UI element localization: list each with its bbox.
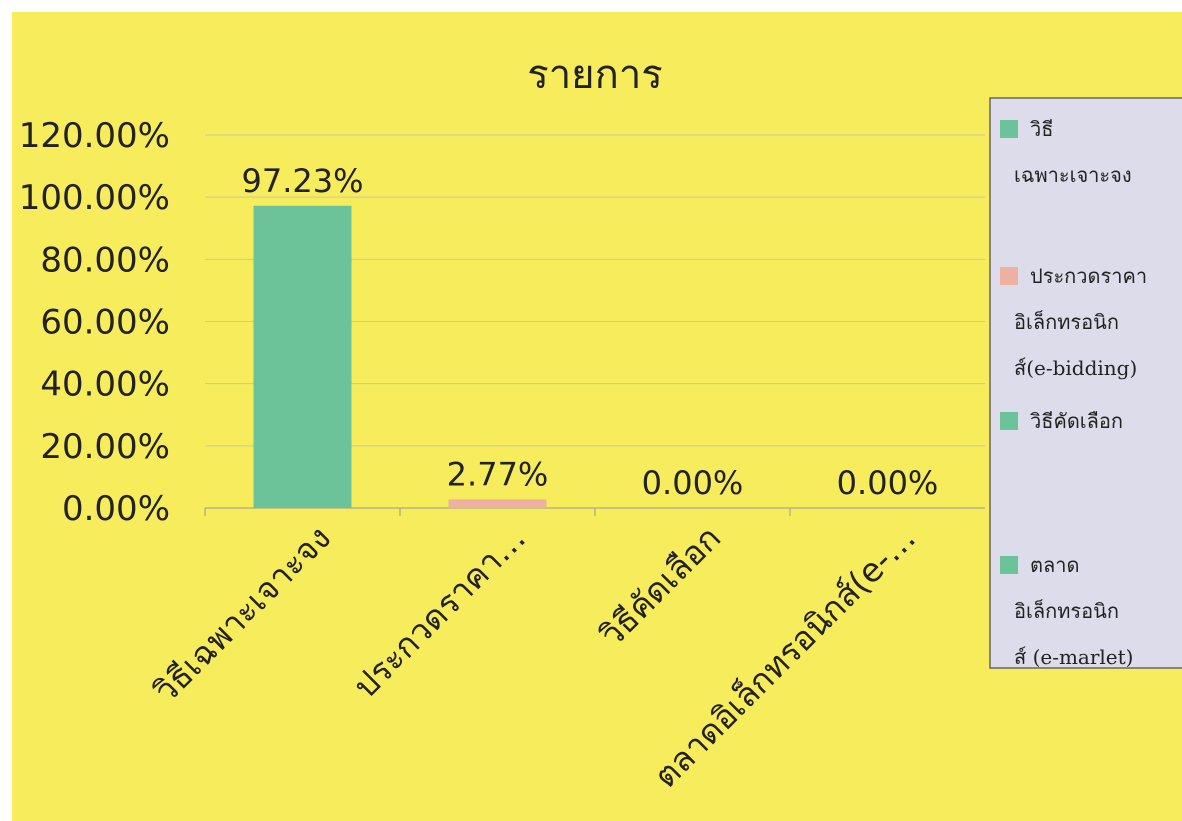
legend-label: ส์(e-bidding) [1014,356,1137,380]
legend-swatch [1000,556,1018,574]
y-tick-label: 120.00% [19,116,170,156]
legend-label: อิเล็กทรอนิก [1014,309,1119,334]
legend-item: วิธีคัดเลือก [1000,409,1123,433]
data-labels: 97.23% 2.77% 0.00% 0.00% [241,162,938,502]
legend: วิธีเฉพาะเจาะจงประกวดราคาอิเล็กทรอนิกส์(… [989,97,1182,669]
chart-background [12,12,1182,821]
legend-label: วิธีคัดเลือก [1030,409,1123,433]
legend-label: ประกวดราคา [1030,264,1147,288]
y-tick-label: 80.00% [40,240,170,280]
legend-label: ส์ (e-marlet) [1014,645,1133,669]
y-tick-label: 100.00% [19,178,170,218]
chart-title: รายการ [527,52,663,98]
legend-label: อิเล็กทรอนิก [1014,598,1119,623]
legend-swatch [1000,412,1018,430]
y-axis-tick-labels: 0.00% 20.00% 40.00% 60.00% 80.00% 100.00% 120.… [19,116,170,529]
y-tick-label: 40.00% [40,365,170,405]
data-label: 0.00% [642,464,744,502]
y-tick-label: 20.00% [40,427,170,467]
y-tick-label: 60.00% [40,303,170,343]
legend-box [989,97,1182,669]
bar [448,499,547,508]
data-label: 2.77% [447,455,549,493]
legend-label: วิธี [1030,117,1053,141]
legend-label: เฉพาะเจาะจง [1014,163,1132,187]
data-label: 97.23% [241,162,363,200]
legend-item: วิธีเฉพาะเจาะจง [1000,117,1132,187]
legend-label: ตลาด [1030,553,1079,577]
bars [253,205,547,509]
bar [253,205,352,509]
y-tick-label: 0.00% [62,489,170,529]
data-label: 0.00% [837,464,939,502]
legend-swatch [1000,120,1018,138]
legend-swatch [1000,267,1018,285]
legend-item: ตลาดอิเล็กทรอนิกส์ (e-marlet) [1000,553,1133,669]
